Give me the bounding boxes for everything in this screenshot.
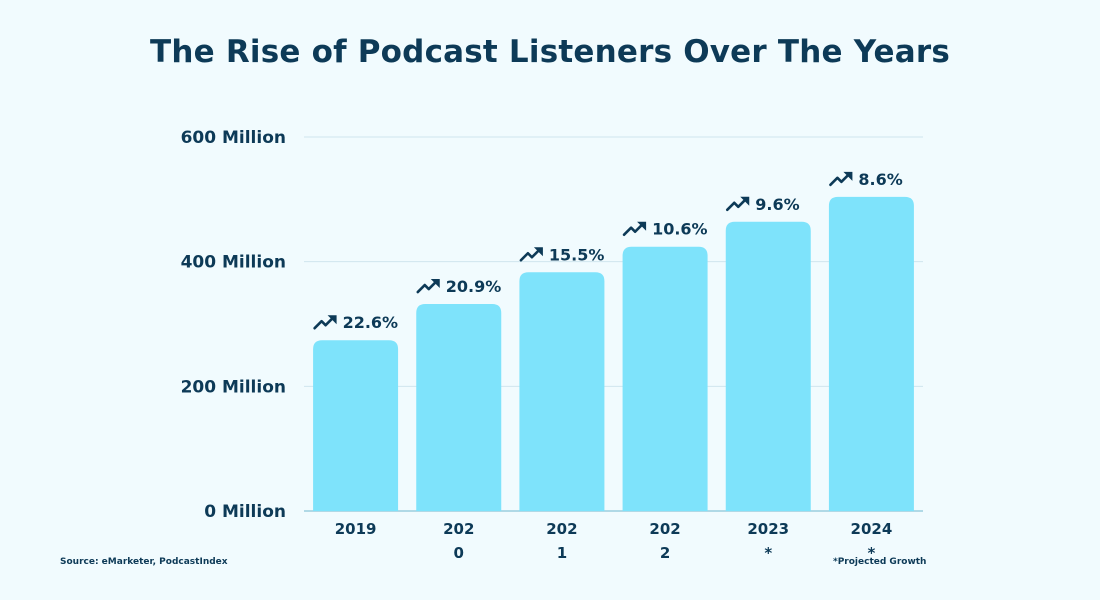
bar-2021	[519, 272, 605, 511]
trending-up-arrow-icon	[313, 315, 337, 330]
x-tick-label: 202	[649, 520, 680, 538]
data-label-value: 15.5%	[549, 245, 605, 264]
y-tick-label: 200 Million	[181, 377, 286, 397]
y-tick-label: 0 Million	[204, 502, 286, 522]
x-tick-label: 1	[557, 544, 567, 562]
data-label-value: 10.6%	[652, 220, 708, 239]
trending-up-arrow-icon	[829, 171, 853, 187]
chart-title: The Rise of Podcast Listeners Over The Y…	[149, 34, 951, 70]
data-label-value: 8.6%	[858, 170, 902, 189]
bars	[313, 196, 914, 512]
trending-up-arrow-icon	[725, 196, 750, 212]
data-label: 8.6%	[829, 170, 903, 189]
source-note: Source: eMarketer, PodcastIndex	[60, 557, 228, 567]
data-label: 10.6%	[622, 220, 708, 239]
y-tick-label: 400 Million	[181, 253, 286, 273]
gridlines	[304, 136, 923, 512]
x-tick-label: 2023	[747, 520, 789, 538]
data-label: 15.5%	[519, 245, 605, 264]
data-label: 9.6%	[725, 195, 800, 214]
trending-up-arrow-icon	[519, 247, 543, 262]
bar-2022	[622, 246, 708, 511]
data-labels: 22.6% 20.9% 15.5% 10.6% 9.6% 8.6%	[313, 170, 903, 332]
y-axis-ticks: 0 Million 200 Million 400 Million 600 Milli…	[181, 128, 286, 522]
x-axis-ticks: 2019 202 0 202 1 202 2 2023 * 2024 *	[335, 520, 893, 562]
projected-footnote: *Projected Growth	[833, 557, 927, 567]
trending-up-arrow-icon	[622, 221, 647, 237]
x-tick-label: 2	[660, 544, 670, 562]
data-label: 22.6%	[313, 313, 399, 332]
x-tick-label: *	[867, 544, 875, 562]
bar-2024	[828, 196, 914, 511]
y-tick-label: 600 Million	[181, 128, 286, 148]
bar-2020	[416, 304, 502, 511]
bar-2019	[313, 340, 399, 511]
x-tick-label: 0	[454, 544, 464, 562]
data-label-value: 9.6%	[755, 195, 799, 214]
x-tick-label: *	[764, 544, 772, 562]
bar-2023	[725, 221, 811, 512]
x-tick-label: 202	[546, 520, 577, 538]
x-tick-label: 2019	[335, 520, 377, 538]
trending-up-arrow-icon	[416, 279, 440, 294]
data-label: 20.9%	[416, 277, 502, 296]
x-tick-label: 202	[443, 520, 474, 538]
data-label-value: 22.6%	[343, 313, 399, 332]
data-label-value: 20.9%	[446, 277, 502, 296]
x-tick-label: 2024	[851, 520, 893, 538]
